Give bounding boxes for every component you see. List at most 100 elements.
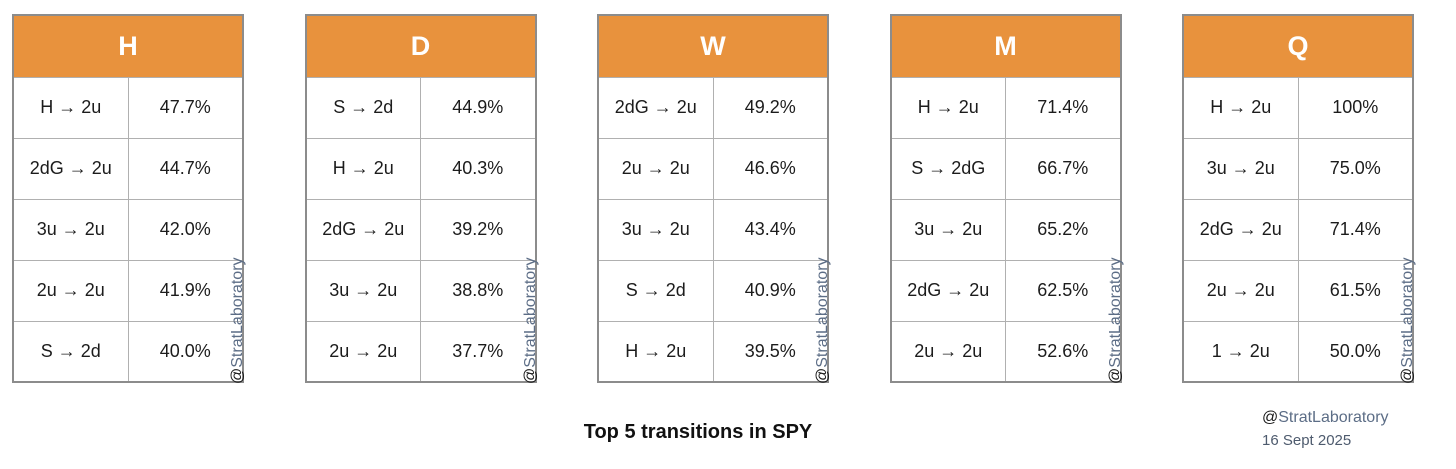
probability-cell: 38.8%: [420, 259, 536, 322]
probability-cell: 46.6%: [712, 137, 829, 200]
table-row: H → 2u 47.7%: [12, 76, 244, 139]
table-row: H → 2u 100%: [1182, 76, 1414, 139]
probability-cell: 66.7%: [1005, 137, 1121, 200]
table-row: 2u → 2u 46.6%: [597, 137, 829, 200]
table-row: H → 2u 39.5%: [597, 320, 829, 383]
transition-cell: S → 2d: [305, 76, 421, 139]
probability-cell: 61.5%: [1297, 259, 1414, 322]
probability-cell: 47.7%: [127, 76, 244, 139]
transition-cell: S → 2d: [597, 259, 714, 322]
probability-cell: 71.4%: [1297, 198, 1414, 261]
table-group-d: D S → 2d 44.9% H → 2u 40.3% 2dG → 2u 39.…: [304, 14, 540, 384]
probability-cell: 39.5%: [712, 320, 829, 383]
table-header-row: H: [12, 14, 244, 78]
probability-cell: 37.7%: [420, 320, 536, 383]
probability-cell: 40.0%: [127, 320, 244, 383]
table-title-w: W: [597, 14, 829, 78]
table-group-m: M H → 2u 71.4% S → 2dG 66.7% 3u → 2u 65.…: [889, 14, 1125, 384]
transition-cell: H → 2u: [1182, 76, 1299, 139]
table-row: 3u → 2u 43.4%: [597, 198, 829, 261]
transition-cell: 2dG → 2u: [12, 137, 129, 200]
transition-cell: 2dG → 2u: [305, 198, 421, 261]
watermark-vertical: @StratLaboratory: [522, 257, 540, 384]
probability-cell: 44.9%: [420, 76, 536, 139]
probability-cell: 40.3%: [420, 137, 536, 200]
at-symbol: @: [1106, 367, 1124, 384]
probability-cell: 41.9%: [127, 259, 244, 322]
transition-table-q: Q H → 2u 100% 3u → 2u 75.0% 2dG → 2u 71.…: [1182, 14, 1414, 383]
credit-handle: @StratLaboratory: [1262, 406, 1389, 429]
transition-cell: S → 2d: [12, 320, 129, 383]
at-symbol: @: [814, 367, 831, 384]
table-row: S → 2d 40.9%: [597, 259, 829, 322]
transition-table-w: W 2dG → 2u 49.2% 2u → 2u 46.6% 3u → 2u 4…: [597, 14, 829, 383]
table-row: 1 → 2u 50.0%: [1182, 320, 1414, 383]
table-group-w: W 2dG → 2u 49.2% 2u → 2u 46.6% 3u → 2u 4…: [597, 14, 832, 384]
table-row: 3u → 2u 75.0%: [1182, 137, 1414, 200]
table-title-d: D: [304, 14, 537, 78]
transition-cell: 2u → 2u: [597, 137, 714, 200]
table-row: 2u → 2u 37.7%: [305, 320, 536, 383]
transition-table-m: M H → 2u 71.4% S → 2dG 66.7% 3u → 2u 65.…: [889, 14, 1122, 383]
watermark-vertical: @StratLaboratory: [1107, 257, 1125, 384]
table-row: 2dG → 2u 39.2%: [305, 198, 536, 261]
table-row: 3u → 2u 65.2%: [890, 198, 1121, 261]
probability-cell: 44.7%: [127, 137, 244, 200]
probability-cell: 42.0%: [127, 198, 244, 261]
transition-cell: 2dG → 2u: [597, 76, 714, 139]
table-row: S → 2d 40.0%: [12, 320, 244, 383]
table-header-row: M: [889, 14, 1122, 78]
probability-cell: 100%: [1297, 76, 1414, 139]
table-row: 3u → 2u 42.0%: [12, 198, 244, 261]
transition-cell: 2u → 2u: [1182, 259, 1299, 322]
probability-cell: 50.0%: [1297, 320, 1414, 383]
table-row: 3u → 2u 38.8%: [305, 259, 536, 322]
table-row: 2dG → 2u 49.2%: [597, 76, 829, 139]
credit-date: 16 Sept 2025: [1262, 432, 1352, 449]
transition-cell: S → 2dG: [890, 137, 1006, 200]
table-row: 2u → 2u 52.6%: [890, 320, 1121, 383]
figure-title: Top 5 transitions in SPY: [583, 421, 813, 443]
transition-table-h: H H → 2u 47.7% 2dG → 2u 44.7% 3u → 2u 42…: [12, 14, 244, 383]
transition-cell: 2u → 2u: [305, 320, 421, 383]
transition-cell: H → 2u: [597, 320, 714, 383]
probability-cell: 71.4%: [1005, 76, 1121, 139]
probability-cell: 43.4%: [712, 198, 829, 261]
probability-cell: 62.5%: [1005, 259, 1121, 322]
transition-cell: 1 → 2u: [1182, 320, 1299, 383]
table-row: S → 2dG 66.7%: [890, 137, 1121, 200]
watermark-vertical: @StratLaboratory: [229, 257, 247, 384]
table-row: 2dG → 2u 62.5%: [890, 259, 1121, 322]
table-row: 2u → 2u 41.9%: [12, 259, 244, 322]
transition-cell: 2dG → 2u: [1182, 198, 1299, 261]
watermark-name: StratLaboratory: [229, 257, 246, 368]
transition-cell: 2u → 2u: [890, 320, 1006, 383]
table-group-q: Q H → 2u 100% 3u → 2u 75.0% 2dG → 2u 71.…: [1182, 14, 1417, 384]
transition-cell: 2dG → 2u: [890, 259, 1006, 322]
probability-cell: 65.2%: [1005, 198, 1121, 261]
table-title-m: M: [889, 14, 1122, 78]
watermark-vertical: @StratLaboratory: [814, 257, 832, 384]
table-header-row: Q: [1182, 14, 1414, 78]
transition-cell: H → 2u: [890, 76, 1006, 139]
footer-credit: @StratLaboratory 16 Sept 2025: [1262, 406, 1389, 452]
tables-row: H H → 2u 47.7% 2dG → 2u 44.7% 3u → 2u 42…: [12, 14, 1417, 384]
table-title-q: Q: [1182, 14, 1414, 78]
credit-name: StratLaboratory: [1278, 409, 1389, 426]
watermark-name: StratLaboratory: [814, 257, 831, 368]
probability-cell: 75.0%: [1297, 137, 1414, 200]
transition-cell: 3u → 2u: [12, 198, 129, 261]
at-symbol: @: [1262, 409, 1279, 426]
probability-cell: 39.2%: [420, 198, 536, 261]
transition-cell: 3u → 2u: [305, 259, 421, 322]
at-symbol: @: [229, 367, 246, 384]
at-symbol: @: [521, 367, 539, 384]
table-row: 2dG → 2u 44.7%: [12, 137, 244, 200]
watermark-name: StratLaboratory: [1106, 257, 1124, 368]
transition-cell: H → 2u: [305, 137, 421, 200]
watermark-name: StratLaboratory: [521, 257, 539, 368]
watermark-vertical: @StratLaboratory: [1399, 257, 1417, 384]
table-row: H → 2u 71.4%: [890, 76, 1121, 139]
transition-cell: 3u → 2u: [1182, 137, 1299, 200]
table-row: S → 2d 44.9%: [305, 76, 536, 139]
